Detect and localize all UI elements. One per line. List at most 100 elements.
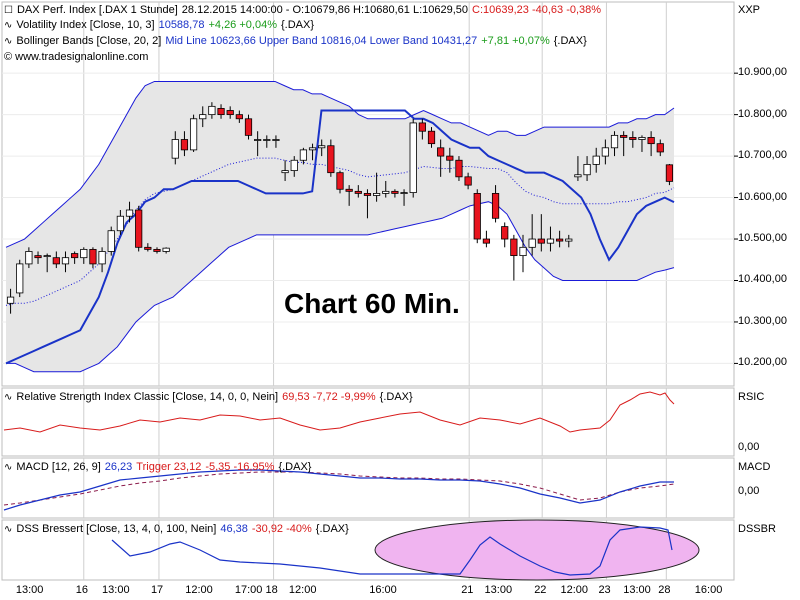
vola-source: {.DAX} (280, 19, 315, 31)
candle-body (226, 110, 234, 116)
x-tick-label: 22 (534, 584, 547, 596)
candle-body (153, 248, 161, 252)
rsi-values: 69,53 -7,72 -9,99% (282, 391, 376, 403)
upper-band-line (5, 80, 675, 248)
dss-value: 46,38 (220, 523, 248, 535)
bollinger-band-lines (5, 80, 675, 373)
candle-body (647, 137, 655, 145)
rsi-name: Relative Strength Index Classic [Close, … (16, 391, 279, 403)
x-tick-label: 12:00 (185, 584, 213, 596)
x-tick-label: 13:00 (484, 584, 513, 596)
candle-body (519, 246, 527, 257)
candle-body (272, 139, 280, 141)
x-tick-label: 13:00 (15, 584, 44, 596)
candle-body (510, 238, 518, 257)
macd-trigger-line (3, 471, 675, 506)
candle-body (290, 159, 298, 172)
copyright: © www.tradesignalonline.com (4, 51, 149, 63)
candle-body (80, 248, 88, 259)
candle-body (565, 238, 573, 242)
chart-overlay-title: Chart 60 Min. (284, 288, 460, 319)
bb-source: {.DAX} (553, 35, 587, 47)
macd-zero-label: 0,00 (738, 485, 760, 497)
candle-body (43, 255, 51, 258)
lower-band-line (6, 201, 675, 373)
line-series-icon: ∿ (4, 524, 13, 535)
vola-value: 10588,78 (158, 19, 205, 31)
dss-highlight-ellipse (374, 519, 700, 581)
dss-panel-label: DSSBR (738, 523, 776, 535)
symbol-label: XXP (738, 4, 761, 16)
x-tick-label: 23 (598, 584, 611, 596)
candle-body (98, 251, 106, 265)
candle-body (89, 248, 97, 265)
candle-body (16, 263, 24, 294)
rsi-header: ∿ Relative Strength Index Classic [Close,… (4, 391, 417, 403)
line-series-icon: ∿ (4, 392, 13, 403)
candle-body (71, 253, 79, 259)
candle-body (620, 134, 628, 138)
candle-body (592, 155, 600, 165)
y-tick-label: 10.600,00 (738, 190, 787, 203)
candle-body (107, 230, 115, 252)
x-tick-label: 16:00 (694, 584, 723, 596)
x-tick-label: 18 (265, 584, 278, 596)
macd-line (3, 469, 674, 511)
macd-change: -5,35 -16,95% (205, 461, 275, 473)
x-tick-label: 17 (150, 584, 164, 596)
candle-body (189, 118, 198, 151)
candle-body (354, 190, 362, 194)
vola-header: ∿ Volatility Index [Close, 10, 3] 10588,78… (4, 19, 318, 31)
candle-body (61, 257, 70, 265)
candle-body (372, 193, 381, 196)
candle-body (382, 190, 390, 194)
y-tick-label: 10.200,00 (738, 356, 787, 369)
volatility-index-line (5, 109, 675, 365)
macd-trigger: Trigger 23,12 (136, 461, 202, 473)
candle-body (244, 118, 253, 136)
candle-body (427, 130, 436, 145)
x-tick-label: 12:00 (560, 584, 588, 596)
candle-body (528, 238, 536, 248)
bb-values: Mid Line 10623,66 Upper Band 10816,04 Lo… (165, 35, 478, 47)
x-tick-label: 16 (75, 584, 88, 596)
candle-body (345, 188, 353, 192)
main-header: ☐ DAX Perf. Index [.DAX 1 Stunde] 28.12.20… (4, 4, 605, 16)
x-tick-label: 21 (461, 584, 474, 596)
y-tick-label: 10.700,00 (738, 149, 787, 162)
mid-band-line (5, 157, 675, 306)
macd-panel-label: MACD (738, 461, 771, 473)
candle-body (473, 193, 481, 240)
dss-line (111, 526, 673, 576)
dss-source: {.DAX} (315, 523, 349, 535)
macd-panel-frame (1, 457, 735, 519)
candle-body (135, 209, 143, 248)
y-tick-label: 10.500,00 (738, 232, 787, 245)
candle-body (400, 192, 408, 194)
candle-body (299, 149, 307, 161)
candle-body (6, 296, 15, 304)
candle-body (144, 246, 152, 250)
x-tick-label: 28 (658, 584, 671, 596)
candle-body (171, 139, 179, 159)
macd-source: {.DAX} (278, 461, 312, 473)
candle-body (491, 193, 500, 219)
y-tick-label: 10.300,00 (738, 314, 787, 327)
candle-body (501, 226, 509, 240)
rsi-panel-frame (1, 387, 735, 457)
candle-body (254, 139, 262, 141)
main-instrument-name: DAX Perf. Index [.DAX 1 Stunde] (16, 4, 178, 16)
y-axis-ticks (734, 72, 738, 364)
candlesticks (6, 102, 674, 314)
candle-body (308, 147, 317, 151)
bb-change: +7,81 +0,07% (481, 35, 550, 47)
checkbox-icon[interactable]: ☐ (4, 5, 13, 16)
x-tick-label: 13:00 (102, 584, 130, 596)
dss-name: DSS Bressert [Close, 13, 4, 0, 100, Nein… (16, 523, 217, 535)
candle-body (601, 147, 609, 157)
candle-body (52, 257, 60, 265)
candle-body (281, 170, 289, 174)
rsi-zero-label: 0,00 (738, 441, 760, 453)
